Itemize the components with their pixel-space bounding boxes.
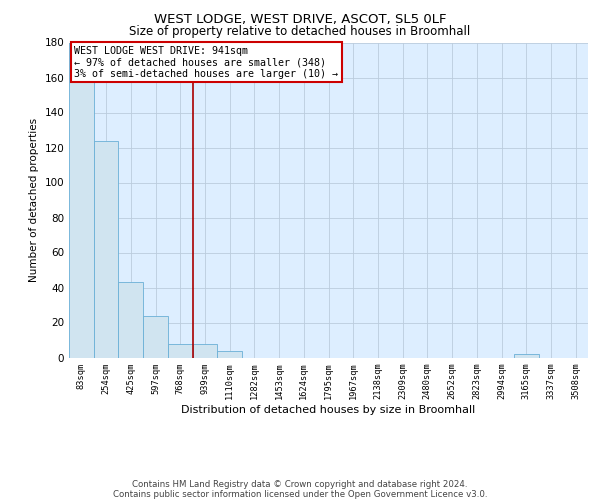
- Bar: [168, 344, 193, 357]
- Bar: [217, 350, 242, 358]
- Bar: [69, 25, 94, 357]
- Bar: [118, 282, 143, 358]
- Bar: [514, 354, 539, 358]
- Bar: [94, 140, 118, 358]
- Text: Size of property relative to detached houses in Broomhall: Size of property relative to detached ho…: [130, 25, 470, 38]
- Text: WEST LODGE WEST DRIVE: 941sqm
← 97% of detached houses are smaller (348)
3% of s: WEST LODGE WEST DRIVE: 941sqm ← 97% of d…: [74, 46, 338, 79]
- Bar: [193, 344, 217, 357]
- Bar: [143, 316, 168, 358]
- Y-axis label: Number of detached properties: Number of detached properties: [29, 118, 39, 282]
- Text: Contains HM Land Registry data © Crown copyright and database right 2024.: Contains HM Land Registry data © Crown c…: [132, 480, 468, 489]
- X-axis label: Distribution of detached houses by size in Broomhall: Distribution of detached houses by size …: [181, 404, 476, 414]
- Text: Contains public sector information licensed under the Open Government Licence v3: Contains public sector information licen…: [113, 490, 487, 499]
- Text: WEST LODGE, WEST DRIVE, ASCOT, SL5 0LF: WEST LODGE, WEST DRIVE, ASCOT, SL5 0LF: [154, 12, 446, 26]
